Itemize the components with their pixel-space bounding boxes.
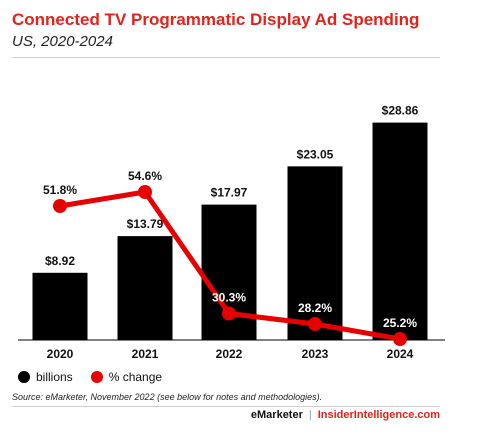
legend: billions % change bbox=[18, 369, 180, 385]
x-tick-label-2020: 2020 bbox=[47, 347, 74, 361]
line-label-2020: 51.8% bbox=[43, 183, 77, 197]
legend-item-percent-change: % change bbox=[90, 370, 163, 384]
bar-label-2024: $28.86 bbox=[382, 104, 419, 118]
title-divider bbox=[12, 57, 440, 58]
line-point-2022 bbox=[222, 306, 236, 321]
footer-brand: eMarketer bbox=[250, 409, 303, 421]
x-tick-label-2024: 2024 bbox=[387, 347, 414, 361]
footer-divider bbox=[12, 406, 440, 407]
line-label-2021: 54.6% bbox=[128, 169, 162, 183]
line-label-2023: 28.2% bbox=[298, 301, 332, 315]
bar-label-2021: $13.79 bbox=[127, 217, 164, 231]
line-point-2021 bbox=[138, 185, 152, 199]
footer-site-link[interactable]: InsiderIntelligence.com bbox=[317, 409, 440, 421]
x-tick-label-2022: 2022 bbox=[216, 347, 243, 361]
chart-subtitle: US, 2020-2024 bbox=[12, 33, 113, 50]
line-label-2022: 30.3% bbox=[212, 291, 246, 305]
bar-2023 bbox=[287, 166, 343, 340]
legend-swatch-percent-change bbox=[90, 371, 103, 383]
chart-title: Connected TV Programmatic Display Ad Spe… bbox=[12, 10, 420, 29]
bar-label-2020: $8.92 bbox=[45, 254, 75, 268]
x-tick-label-2021: 2021 bbox=[132, 347, 159, 361]
bar-2020 bbox=[32, 272, 88, 340]
footer: eMarketer | InsiderIntelligence.com bbox=[251, 409, 440, 421]
line-label-2024: 25.2% bbox=[383, 316, 417, 330]
legend-swatch-billions bbox=[18, 371, 30, 383]
source-note: Source: eMarketer, November 2022 (see be… bbox=[12, 392, 323, 402]
bar-label-2022: $17.97 bbox=[211, 186, 248, 200]
x-tick-label-2023: 2023 bbox=[302, 347, 329, 361]
bar-2021 bbox=[117, 236, 173, 340]
legend-label-percent-change: % change bbox=[108, 370, 163, 384]
line-point-2020 bbox=[53, 199, 67, 213]
bar-2024 bbox=[372, 122, 428, 340]
legend-item-billions: billions bbox=[18, 370, 73, 384]
legend-label-billions: billions bbox=[36, 370, 73, 384]
line-point-2023 bbox=[308, 317, 322, 331]
footer-separator: | bbox=[308, 409, 312, 421]
line-point-2024 bbox=[393, 332, 407, 346]
bar-label-2023: $23.05 bbox=[297, 147, 334, 161]
